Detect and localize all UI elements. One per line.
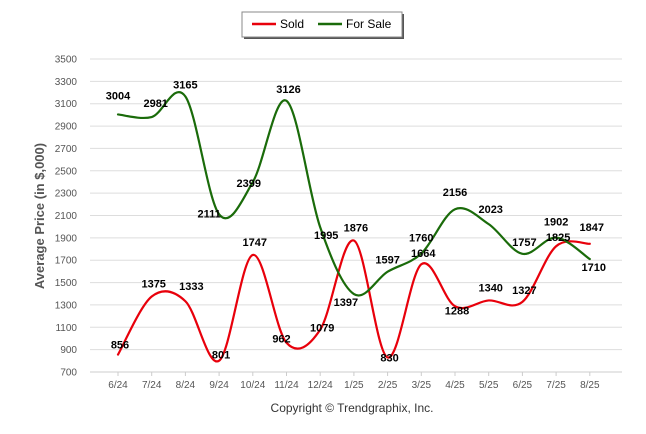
data-label-sold: 1664 [411,248,436,260]
axes: 700 900 1100 1300 1500 1700 1900 2100 2300 2500 27… [55,55,622,391]
data-label-for-sale: 2399 [237,178,261,190]
data-label-sold: 1847 [580,222,604,234]
data-label-for-sale: 1597 [375,255,399,267]
data-label-for-sale: 3165 [173,79,197,91]
data-label-sold: 1288 [445,305,469,317]
y-tick-label: 1100 [55,323,77,334]
x-tick-label: 2/25 [378,380,398,391]
x-tick-label: 1/25 [344,380,364,391]
y-tick-label: 1500 [55,278,78,289]
y-tick-label: 700 [60,368,77,379]
legend-label-for-sale: For Sale [346,17,392,31]
x-tick-label: 7/25 [546,380,566,391]
x-tick-label: 11/24 [274,380,299,391]
y-tick-label: 2300 [55,189,78,200]
data-label-sold: 830 [380,352,398,364]
data-label-sold: 801 [212,350,230,362]
series-line-for-sale [116,91,591,297]
data-label-for-sale: 2023 [478,204,502,216]
data-label-for-sale: 1710 [582,262,606,274]
y-tick-label: 2500 [55,166,78,177]
y-tick-label: 2900 [55,122,78,133]
x-tick-label: 4/25 [445,380,465,391]
y-tick-label: 1700 [55,256,78,267]
x-tick-label: 6/25 [513,380,533,391]
y-tick-label: 3300 [55,77,78,88]
legend-label-sold: Sold [280,17,304,31]
legend: Sold For Sale [241,11,404,39]
data-label-sold: 1327 [512,285,536,297]
data-label-for-sale: 1397 [334,297,358,309]
x-tick-label: 5/25 [479,380,499,391]
x-tick-label: 3/25 [412,380,432,391]
data-labels: 856 1375 1333 801 1747 962 1079 1876 830 1664 1288… [106,79,606,364]
copyright-credit: Copyright © Trendgraphix, Inc. [271,401,434,415]
data-label-sold: 1340 [478,282,502,294]
data-label-for-sale: 2981 [143,98,167,110]
data-label-for-sale: 3126 [276,84,300,96]
data-label-sold: 1747 [243,237,267,249]
gridlines [90,58,622,373]
y-tick-label: 1900 [55,233,78,244]
data-label-sold: 962 [272,334,290,346]
x-tick-label: 7/24 [142,380,162,391]
x-tick-label: 12/24 [308,380,333,391]
data-label-sold: 856 [111,340,129,352]
data-label-sold: 1079 [310,323,334,335]
series-line-sold [116,239,591,363]
data-label-for-sale: 2156 [443,187,467,199]
data-label-sold: 1333 [179,281,203,293]
y-axis-title: Average Price (in $,000) [32,143,47,289]
x-tick-label: 8/24 [176,380,196,391]
data-label-sold: 1876 [344,223,368,235]
data-label-for-sale: 2111 [197,208,220,220]
data-label-for-sale: 1757 [512,237,536,249]
data-label-for-sale: 3004 [106,90,131,102]
x-tick-label: 9/24 [209,380,229,391]
x-tick-label: 10/24 [240,380,265,391]
y-tick-label: 1300 [55,300,78,311]
x-tick-label: 8/25 [580,380,600,391]
x-tick-label: 6/24 [108,380,128,391]
data-label-sold: 1375 [141,279,165,291]
y-tick-label: 2700 [55,144,78,155]
data-label-for-sale: 1760 [409,233,433,245]
series-lines [116,91,591,363]
y-tick-label: 900 [60,345,77,356]
data-label-sold: 1825 [546,232,570,244]
y-tick-label: 3100 [55,99,78,110]
y-tick-label: 2100 [55,211,78,222]
data-label-for-sale: 1995 [314,230,338,242]
y-tick-label: 3500 [55,55,78,66]
data-label-for-sale: 1902 [544,217,568,229]
